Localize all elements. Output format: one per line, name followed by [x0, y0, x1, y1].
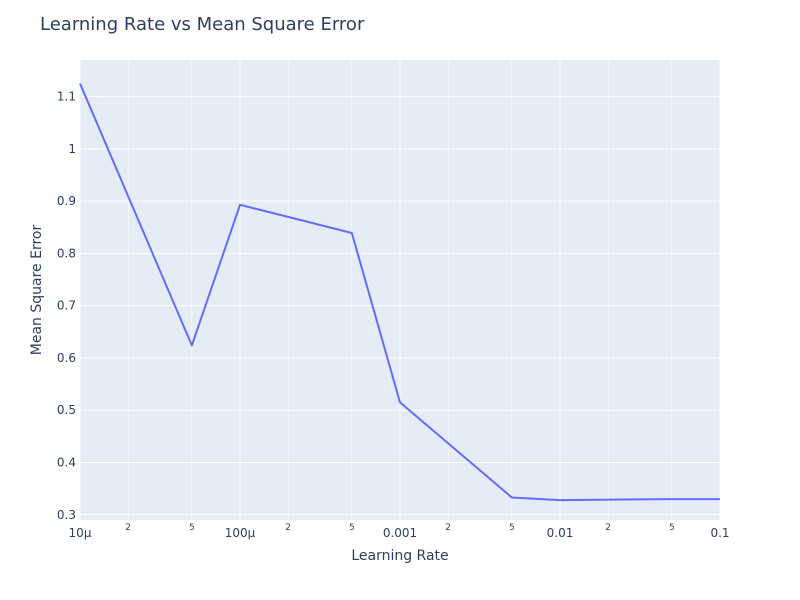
x-tick-label: 100µ — [225, 526, 256, 540]
y-tick-label: 1 — [68, 142, 76, 156]
y-tick-label: 1.1 — [57, 90, 76, 104]
x-minor-tick-label: 2 — [445, 523, 451, 533]
y-axis-ticks: 0.3 0.4 0.5 0.6 0.7 0.8 0.9 1 1.1 — [57, 90, 76, 522]
y-tick-label: 0.4 — [57, 456, 76, 470]
x-minor-tick-label: 5 — [189, 523, 195, 533]
x-axis-ticks: 2 5 2 5 2 5 2 5 10µ 100µ 0.001 0.01 0.1 — [69, 523, 730, 540]
y-tick-label: 0.7 — [57, 299, 76, 313]
y-tick-label: 0.9 — [57, 194, 76, 208]
x-tick-label: 0.01 — [547, 526, 574, 540]
x-tick-label: 10µ — [69, 526, 92, 540]
x-minor-tick-label: 2 — [605, 523, 611, 533]
x-minor-tick-label: 5 — [669, 523, 675, 533]
y-tick-label: 0.5 — [57, 403, 76, 417]
grid-lines — [79, 60, 721, 520]
y-tick-label: 0.6 — [57, 351, 76, 365]
x-minor-tick-label: 5 — [349, 523, 355, 533]
x-axis-title: Learning Rate — [351, 548, 448, 564]
x-minor-tick-label: 2 — [125, 523, 131, 533]
x-minor-tick-label: 5 — [509, 523, 515, 533]
y-tick-label: 0.8 — [57, 246, 76, 260]
y-tick-label: 0.3 — [57, 508, 76, 522]
x-tick-label: 0.1 — [710, 526, 729, 540]
x-tick-label: 0.001 — [383, 526, 417, 540]
y-axis-title: Mean Square Error — [29, 225, 45, 356]
x-minor-tick-label: 2 — [285, 523, 291, 533]
chart-title: Learning Rate vs Mean Square Error — [40, 14, 365, 35]
series-group — [79, 83, 721, 502]
